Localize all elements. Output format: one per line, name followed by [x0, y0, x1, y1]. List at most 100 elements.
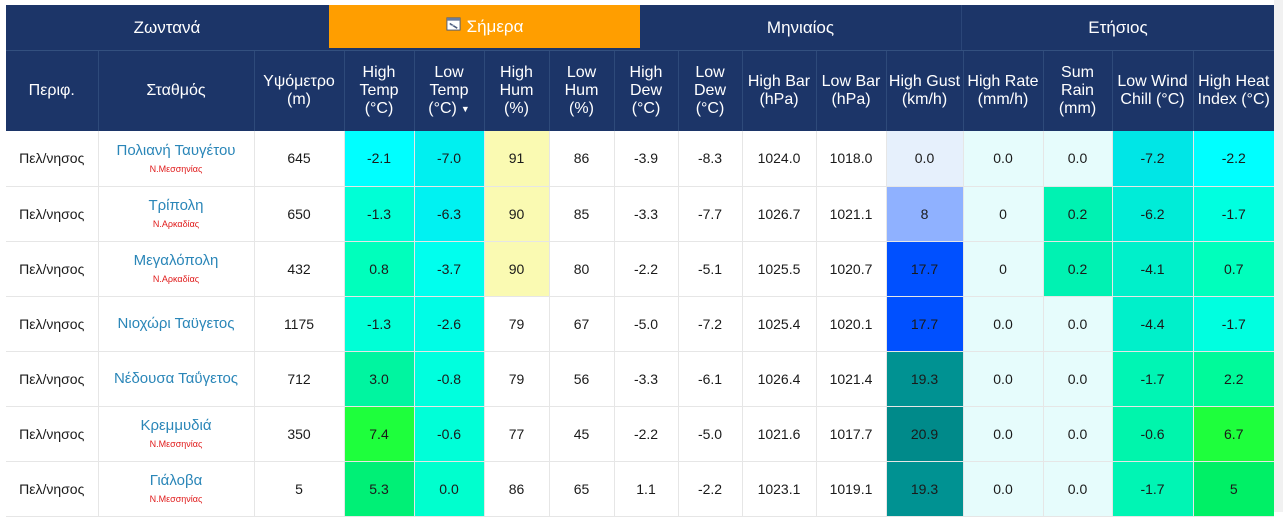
station-link[interactable]: Γιάλοβα: [149, 472, 203, 489]
high-hum-cell: 79: [483, 296, 549, 352]
header-low-hum[interactable]: Low Hum (%): [548, 51, 614, 131]
prefecture-label: Ν.Αρκαδίας: [152, 274, 200, 284]
station-link[interactable]: Πολιανή Ταυγέτου: [116, 141, 236, 159]
high-temp-cell: 3.0: [343, 351, 414, 407]
altitude-cell: 712: [253, 351, 344, 407]
altitude-cell: 350: [253, 406, 344, 462]
header-region[interactable]: Περιφ.: [6, 51, 98, 131]
high-dew-cell: -2.2: [613, 406, 678, 462]
low-dew-cell: -7.2: [677, 296, 742, 352]
header-label: High Rate (mm/h): [967, 73, 1039, 108]
high-heat-index-cell: -1.7: [1192, 296, 1274, 352]
high-temp-cell: 7.4: [343, 406, 414, 462]
header-label: Υψόμετρο (m): [263, 73, 335, 108]
altitude-cell: 650: [253, 186, 344, 242]
header-high-heat-index[interactable]: High Heat Index (°C): [1192, 51, 1274, 131]
station-cell: Νέδουσα Ταΰγετος: [97, 351, 254, 407]
header-station[interactable]: Σταθμός: [97, 51, 254, 131]
high-heat-index-cell: 5: [1192, 461, 1274, 517]
high-dew-cell: -3.3: [613, 186, 678, 242]
station-link[interactable]: Νέδουσα Ταΰγετος: [113, 369, 239, 387]
table-row: Πελ/νησος Νιοχώρι Ταϋγετος 1175 -1.3 -2.6 79 6…: [6, 296, 1274, 352]
prefecture-label: Ν.Αρκαδίας: [152, 219, 200, 229]
region-cell: Πελ/νησος: [6, 461, 98, 517]
low-dew-cell: -2.2: [677, 461, 742, 517]
altitude-cell: 645: [253, 131, 344, 187]
table-row: Πελ/νησος Γιάλοβα Ν.Μεσσηνίας 5 5.3 0.0 86 65 1.…: [6, 461, 1274, 517]
low-dew-cell: -5.1: [677, 241, 742, 297]
high-temp-cell: -1.3: [343, 186, 414, 242]
high-dew-cell: 1.1: [613, 461, 678, 517]
sum-rain-cell: 0.0: [1042, 296, 1112, 352]
high-heat-index-cell: 6.7: [1192, 406, 1274, 462]
header-high-hum[interactable]: High Hum (%): [483, 51, 549, 131]
region-cell: Πελ/νησος: [6, 406, 98, 462]
table-row: Πελ/νησος Τρίπολη Ν.Αρκαδίας 650 -1.3 -6.3 90 8…: [6, 186, 1274, 242]
header-high-temp[interactable]: High Temp (°C): [343, 51, 414, 131]
stations-table: Περιφ. Σταθμός Υψόμετρο (m) High Temp (°C) L…: [6, 51, 1274, 517]
region-cell: Πελ/νησος: [6, 241, 98, 297]
low-wind-chill-cell: -4.4: [1111, 296, 1193, 352]
table-body: Πελ/νησος Πολιανή Ταυγέτου Ν.Μεσσηνίας 645-…: [6, 131, 1274, 517]
low-temp-cell: -3.7: [413, 241, 484, 297]
station-link[interactable]: Νιοχώρι Ταϋγετος: [117, 314, 235, 332]
header-high-bar[interactable]: High Bar (hPa): [741, 51, 816, 131]
altitude-cell: 1175: [253, 296, 344, 352]
high-heat-index-cell: -1.7: [1192, 186, 1274, 242]
low-bar-cell: 1017.7: [815, 406, 886, 462]
header-sum-rain[interactable]: Sum Rain (mm): [1042, 51, 1112, 131]
high-temp-cell: -2.1: [343, 131, 414, 187]
low-hum-cell: 65: [548, 461, 614, 517]
tab-live[interactable]: Ζωντανά: [6, 5, 328, 50]
low-dew-cell: -5.0: [677, 406, 742, 462]
low-temp-cell: -0.6: [413, 406, 484, 462]
header-label: Σταθμός: [146, 82, 206, 99]
high-gust-cell: 8: [885, 186, 963, 242]
header-label: High Temp (°C): [359, 64, 399, 117]
tab-monthly-label: Μηνιαίος: [766, 17, 835, 37]
high-rate-cell: 0: [962, 241, 1043, 297]
region-cell: Πελ/νησος: [6, 131, 98, 187]
table-header-row: Περιφ. Σταθμός Υψόμετρο (m) High Temp (°C) L…: [6, 51, 1274, 131]
tab-monthly[interactable]: Μηνιαίος: [640, 5, 961, 50]
tab-today[interactable]: Σήμερα: [329, 5, 640, 48]
station-link[interactable]: Τρίπολη: [148, 197, 204, 214]
header-label: Low Wind Chill (°C): [1117, 73, 1188, 108]
high-rate-cell: 0.0: [962, 406, 1043, 462]
high-heat-index-cell: 0.7: [1192, 241, 1274, 297]
high-rate-cell: 0.0: [962, 351, 1043, 407]
high-bar-cell: 1021.6: [741, 406, 816, 462]
high-bar-cell: 1025.5: [741, 241, 816, 297]
high-hum-cell: 90: [483, 241, 549, 297]
header-high-rate[interactable]: High Rate (mm/h): [962, 51, 1043, 131]
header-low-dew[interactable]: Low Dew (°C): [677, 51, 742, 131]
station-link[interactable]: Κρεμμυδιά: [140, 417, 212, 434]
low-temp-cell: -0.8: [413, 351, 484, 407]
low-wind-chill-cell: -1.7: [1111, 351, 1193, 407]
low-wind-chill-cell: -4.1: [1111, 241, 1193, 297]
low-temp-cell: -6.3: [413, 186, 484, 242]
page-scrollbar[interactable]: [1274, 0, 1283, 512]
high-bar-cell: 1025.4: [741, 296, 816, 352]
table-row: Πελ/νησος Νέδουσα Ταΰγετος 712 3.0 -0.8 79 56-…: [6, 351, 1274, 407]
header-high-gust[interactable]: High Gust (km/h): [885, 51, 963, 131]
low-bar-cell: 1021.1: [815, 186, 886, 242]
tab-live-label: Ζωντανά: [133, 17, 201, 37]
station-cell: Πολιανή Ταυγέτου Ν.Μεσσηνίας: [97, 131, 254, 187]
tab-divider: [961, 5, 962, 50]
header-high-dew[interactable]: High Dew (°C): [613, 51, 678, 131]
header-label: Low Bar (hPa): [821, 73, 881, 108]
low-hum-cell: 56: [548, 351, 614, 407]
station-link[interactable]: Μεγαλόπολη: [133, 252, 219, 269]
low-bar-cell: 1018.0: [815, 131, 886, 187]
tab-yearly[interactable]: Ετήσιος: [962, 5, 1274, 50]
header-low-bar[interactable]: Low Bar (hPa): [815, 51, 886, 131]
sum-rain-cell: 0.2: [1042, 186, 1112, 242]
region-cell: Πελ/νησος: [6, 186, 98, 242]
table-row: Πελ/νησος Πολιανή Ταυγέτου Ν.Μεσσηνίας 645-…: [6, 131, 1274, 187]
header-low-temp[interactable]: Low Temp (°C) ▼: [413, 51, 484, 131]
prefecture-label: Ν.Μεσσηνίας: [149, 163, 203, 174]
header-low-wind-chill[interactable]: Low Wind Chill (°C): [1111, 51, 1193, 131]
high-gust-cell: 20.9: [885, 406, 963, 462]
header-altitude[interactable]: Υψόμετρο (m): [253, 51, 344, 131]
